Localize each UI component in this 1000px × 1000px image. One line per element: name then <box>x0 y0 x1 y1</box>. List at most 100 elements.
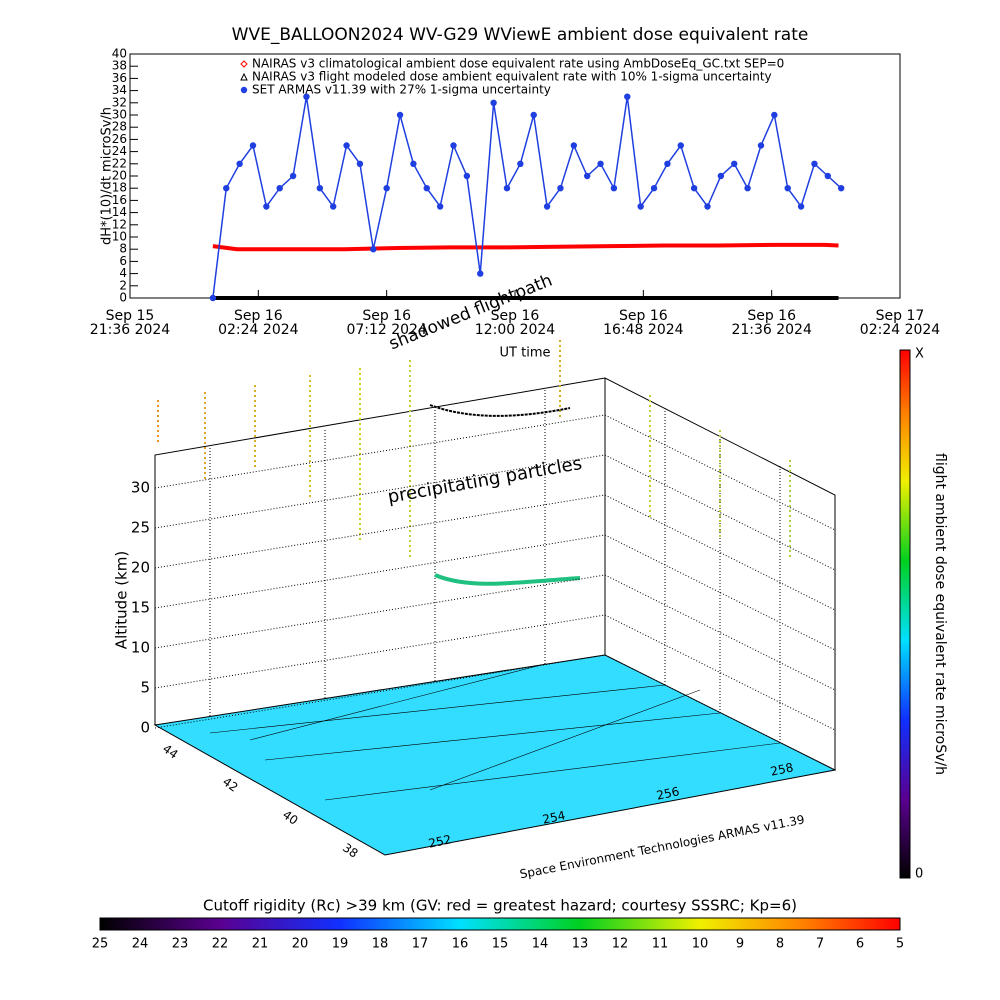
data-point <box>530 111 537 119</box>
colorbar-label: flight ambient dose equivalent rate micr… <box>932 453 948 775</box>
z-grid-line <box>154 574 606 649</box>
flight-track <box>434 573 581 586</box>
data-point <box>583 172 591 180</box>
data-point <box>570 142 578 149</box>
z-tick-label: 30 <box>131 479 150 497</box>
data-point <box>557 185 564 192</box>
rigidity-tick-label: 16 <box>452 937 469 952</box>
data-point <box>249 142 257 149</box>
legend-marker <box>240 72 248 81</box>
y-tick-label: 14 <box>112 205 127 219</box>
z-grid-line <box>154 654 606 729</box>
data-point <box>543 203 551 210</box>
data-point <box>650 185 658 192</box>
rigidity-tick-label: 18 <box>372 937 389 952</box>
data-point <box>423 185 430 192</box>
data-point <box>690 185 698 192</box>
rigidity-tick-label: 25 <box>92 937 109 952</box>
rigidity-tick-label: 14 <box>532 937 549 952</box>
particle-columns <box>157 340 791 560</box>
z-grid-line <box>154 454 606 529</box>
y-tick-label: 24 <box>112 144 127 158</box>
z-grid-line <box>604 494 836 611</box>
z-axis-label: Altitude (km) <box>113 551 131 649</box>
data-point <box>837 185 845 192</box>
z-tick-label: 5 <box>140 679 150 697</box>
series-line <box>212 242 839 252</box>
data-point <box>677 142 684 149</box>
rigidity-tick-label: 19 <box>332 937 349 952</box>
legend-label: SET ARMAS v11.39 with 27% 1-sigma uncert… <box>252 83 551 97</box>
y-tick-label: 32 <box>112 95 127 109</box>
y-tick-label: 2 <box>119 278 127 292</box>
legend-label: NAIRAS v3 climatological ambient dose eq… <box>252 57 784 71</box>
data-point <box>450 142 457 149</box>
z-grid-line <box>154 614 606 689</box>
data-point <box>436 203 444 210</box>
rigidity-tick-label: 6 <box>856 937 864 952</box>
data-point <box>356 160 364 167</box>
data-point <box>396 111 404 119</box>
x-tick-label: 07:12 2024 <box>346 322 427 338</box>
z-grid-line <box>604 454 836 571</box>
scene-3d <box>153 340 837 856</box>
lon-tick-label: 258 <box>769 760 794 778</box>
y-tick-label: 30 <box>112 108 127 122</box>
y-tick-label: 18 <box>112 181 127 195</box>
x-tick-label: Sep 16 <box>491 308 540 324</box>
data-point <box>329 203 337 210</box>
rigidity-tick-label: 22 <box>212 937 229 952</box>
data-point <box>343 142 350 149</box>
y-tick-label: 8 <box>119 242 127 256</box>
data-point <box>503 185 511 192</box>
y-tick-label: 38 <box>112 59 127 73</box>
y-tick-label: 6 <box>119 254 127 268</box>
z-tick-label: 20 <box>131 559 150 577</box>
x-tick-label: Sep 16 <box>619 308 668 324</box>
chart-title: WVE_BALLOON2024 WV-G29 WViewE ambient do… <box>232 25 809 45</box>
lat-tick-label: 42 <box>220 774 241 794</box>
series-line <box>212 96 842 299</box>
z-tick-label: 0 <box>140 719 150 737</box>
data-point <box>289 172 297 180</box>
rigidity-tick-label: 21 <box>252 937 269 952</box>
data-point <box>490 99 497 107</box>
x-tick-label: Sep 15 <box>106 308 155 324</box>
z-grid-line <box>154 494 606 569</box>
x-tick-label: 16:48 2024 <box>603 322 684 338</box>
data-point <box>824 172 832 180</box>
data-point <box>316 185 324 192</box>
wall-grid <box>209 388 781 743</box>
y-tick-label: 20 <box>112 169 127 183</box>
legend-marker <box>240 86 248 94</box>
rigidity-tick-label: 9 <box>736 937 744 952</box>
y-tick-label: 4 <box>119 266 127 280</box>
data-point <box>704 203 711 210</box>
y-tick-label: 10 <box>112 230 127 244</box>
lat-tick-label: 40 <box>280 807 301 827</box>
data-point <box>236 160 243 167</box>
rigidity-tick-label: 20 <box>292 937 309 952</box>
y-tick-label: 12 <box>112 217 127 231</box>
data-point <box>370 246 377 253</box>
rigidity-tick-label: 13 <box>572 937 589 952</box>
data-point <box>477 270 484 277</box>
x-tick-label: Sep 17 <box>876 308 925 324</box>
data-point <box>637 203 644 210</box>
y-tick-label: 22 <box>112 156 127 170</box>
data-point <box>209 294 217 302</box>
data-point <box>811 160 818 167</box>
x-tick-label: Sep 16 <box>747 308 796 324</box>
rigidity-tick-label: 11 <box>652 937 669 952</box>
data-point <box>463 172 471 180</box>
data-point <box>664 160 671 167</box>
rigidity-tick-label: 24 <box>132 937 149 952</box>
rigidity-tick-label: 8 <box>776 937 784 952</box>
data-point <box>383 185 390 192</box>
y-axis-label: dH*(10)/dt microSv/h <box>100 107 115 245</box>
data-point <box>784 185 791 192</box>
data-point <box>771 111 778 119</box>
colorbar-bottom-label: 0 <box>915 867 923 882</box>
rigidity-title: Cutoff rigidity (Rc) >39 km (GV: red = g… <box>203 897 797 915</box>
